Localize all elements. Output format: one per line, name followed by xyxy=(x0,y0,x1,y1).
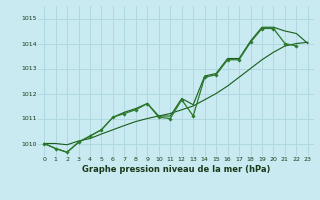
X-axis label: Graphe pression niveau de la mer (hPa): Graphe pression niveau de la mer (hPa) xyxy=(82,165,270,174)
